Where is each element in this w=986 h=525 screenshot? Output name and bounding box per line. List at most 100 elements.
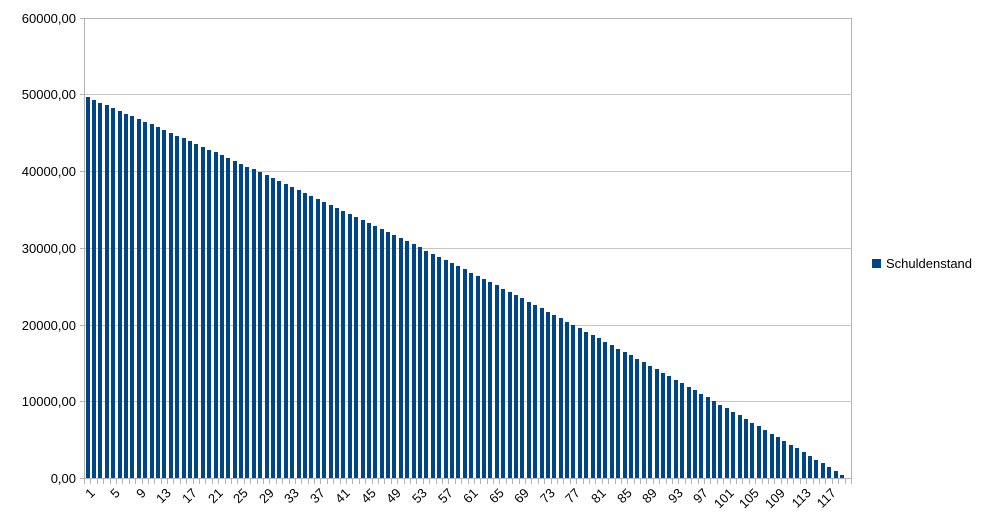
x-axis-label: 57 — [434, 484, 456, 506]
x-axis-tick — [486, 478, 488, 484]
x-axis-tick — [409, 478, 411, 484]
bar — [616, 348, 621, 479]
bar — [328, 204, 333, 479]
x-axis-label: 105 — [736, 484, 763, 511]
bar — [143, 121, 148, 479]
x-axis-tick — [192, 478, 194, 484]
bar — [833, 470, 838, 479]
bar — [827, 467, 832, 479]
bar — [501, 288, 506, 479]
x-axis-tick — [250, 478, 252, 484]
bar — [750, 422, 755, 479]
bar — [526, 301, 531, 479]
x-axis-label: 45 — [357, 484, 379, 506]
y-axis-label: 10000,00 — [21, 394, 76, 410]
x-axis-tick — [525, 478, 527, 484]
bar — [136, 118, 141, 479]
bar — [232, 160, 237, 479]
bar — [622, 352, 627, 479]
x-axis-tick — [787, 478, 789, 484]
x-axis-tick — [576, 478, 578, 484]
bar — [213, 152, 218, 479]
x-axis-tick — [774, 478, 776, 484]
x-axis-tick — [755, 478, 757, 484]
x-axis-label: 65 — [485, 484, 507, 506]
bar — [187, 141, 192, 479]
bar — [398, 238, 403, 479]
x-axis-tick — [320, 478, 322, 484]
bar — [763, 429, 768, 479]
bar — [769, 433, 774, 479]
x-axis-tick — [480, 478, 482, 484]
bar — [379, 228, 384, 479]
bar — [334, 207, 339, 479]
x-axis-tick — [633, 478, 635, 484]
x-axis-tick — [461, 478, 463, 484]
x-axis-tick — [710, 478, 712, 484]
bar — [411, 244, 416, 479]
bar — [271, 178, 276, 479]
x-axis-tick — [697, 478, 699, 484]
bar — [603, 341, 608, 479]
bar — [462, 269, 467, 479]
y-gridline — [84, 247, 852, 249]
x-axis-tick — [684, 478, 686, 484]
bar — [347, 213, 352, 479]
x-axis-tick — [96, 478, 98, 484]
bar — [513, 295, 518, 479]
x-axis-tick — [659, 478, 661, 484]
x-axis-tick — [582, 478, 584, 484]
bar — [283, 184, 288, 479]
x-axis-tick — [275, 478, 277, 484]
y-axis-tick — [79, 247, 85, 249]
x-axis-label: 41 — [332, 484, 354, 506]
bar — [405, 241, 410, 479]
legend-color-swatch — [872, 259, 881, 268]
x-axis-tick — [537, 478, 539, 484]
bar — [628, 355, 633, 479]
bar — [807, 455, 812, 479]
x-axis-tick — [595, 478, 597, 484]
x-axis-tick — [301, 478, 303, 484]
y-axis-label: 0,00 — [50, 471, 76, 486]
bar — [200, 146, 205, 479]
x-axis-tick — [262, 478, 264, 484]
x-axis-tick — [231, 478, 232, 484]
x-axis-label: 1 — [81, 484, 98, 501]
bar — [718, 404, 723, 479]
x-axis-tick — [627, 478, 629, 484]
x-axis-tick — [135, 478, 137, 484]
x-axis-label: 69 — [511, 484, 533, 506]
x-axis-tick — [84, 478, 85, 484]
x-axis-tick — [173, 478, 175, 484]
x-axis-label: 25 — [230, 484, 251, 506]
y-axis-tick — [79, 171, 85, 172]
bar — [571, 324, 576, 479]
x-axis-tick — [761, 478, 763, 484]
bar — [418, 247, 423, 479]
x-axis-tick — [780, 478, 782, 484]
x-axis-tick — [742, 478, 744, 484]
bar — [239, 163, 244, 479]
bar — [219, 155, 224, 479]
bar — [737, 415, 742, 479]
x-axis-label: 61 — [460, 484, 482, 506]
x-axis-tick — [333, 478, 335, 484]
bar — [545, 311, 550, 479]
x-axis-label: 5 — [107, 484, 124, 501]
bar — [296, 189, 301, 479]
y-axis-label: 60000,00 — [21, 10, 76, 26]
bar — [366, 222, 371, 479]
x-axis-tick — [429, 478, 431, 484]
x-axis-tick — [563, 478, 565, 484]
bar — [699, 393, 704, 479]
bar — [162, 129, 167, 479]
bar — [245, 166, 250, 479]
x-axis-tick — [716, 478, 718, 484]
x-axis-tick — [282, 478, 284, 484]
x-axis-label: 77 — [562, 484, 584, 506]
y-gridline — [84, 171, 852, 172]
x-axis-tick — [672, 478, 674, 484]
x-axis-tick — [288, 478, 290, 484]
bar — [149, 124, 154, 479]
